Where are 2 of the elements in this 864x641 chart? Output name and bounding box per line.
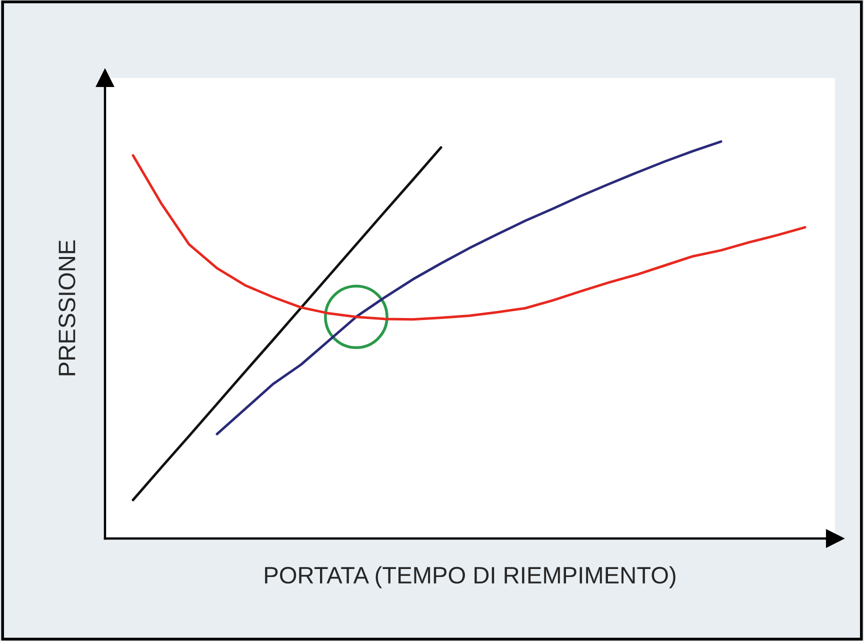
y-axis-title: PRESSIONE	[58, 240, 76, 376]
x-axis-title: PORTATA (TEMPO DI RIEMPIMENTO)	[265, 566, 676, 588]
